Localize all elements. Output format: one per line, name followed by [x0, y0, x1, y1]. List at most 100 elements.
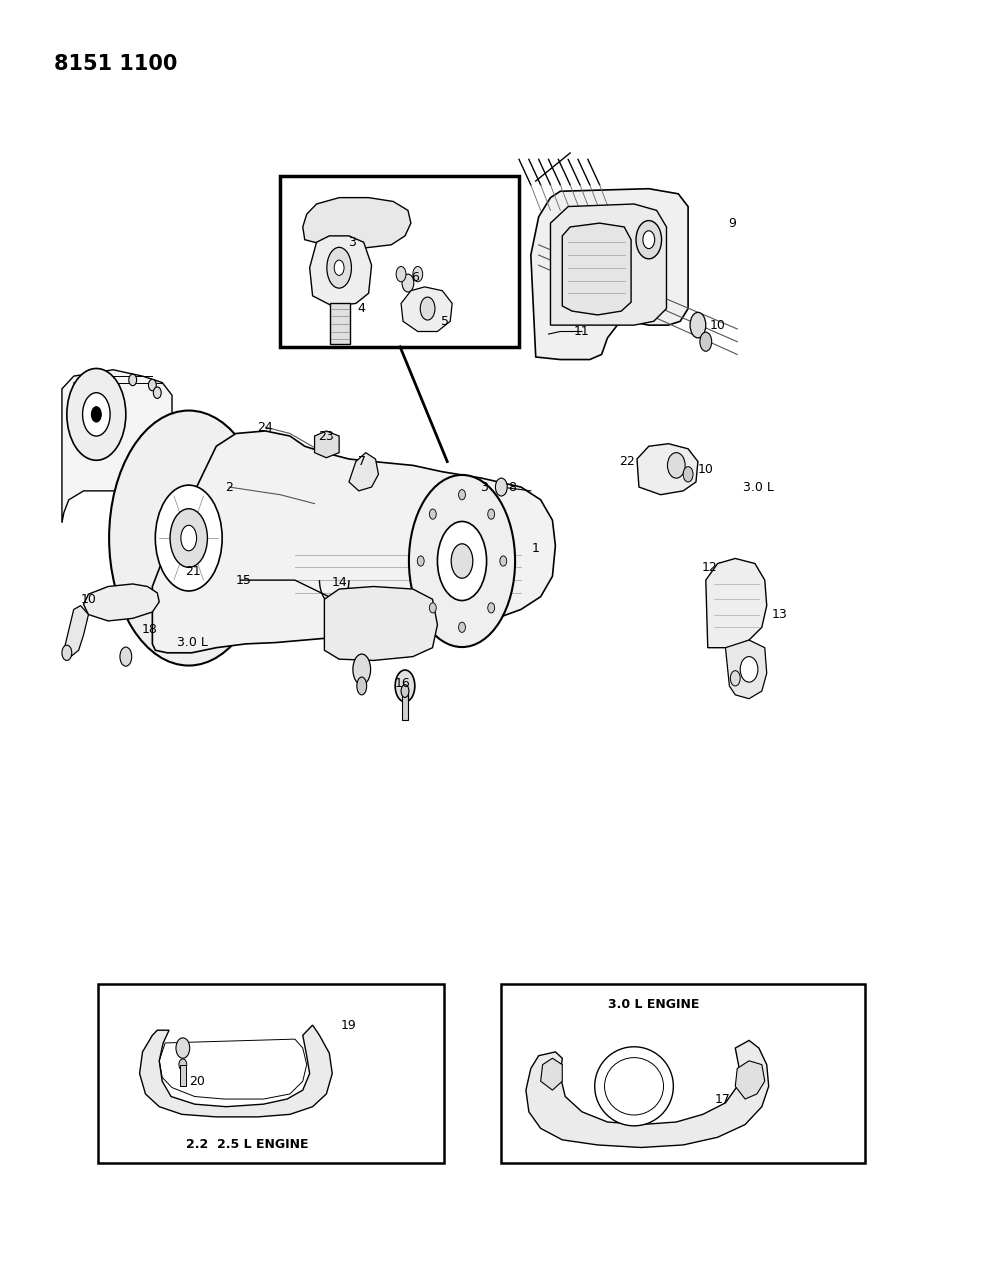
Ellipse shape	[409, 474, 515, 646]
Ellipse shape	[417, 556, 424, 566]
Text: 14: 14	[331, 576, 347, 589]
Text: 3.0 L: 3.0 L	[177, 636, 208, 649]
Text: 8: 8	[508, 481, 516, 493]
Text: 20: 20	[189, 1075, 204, 1088]
Text: 3.0 L ENGINE: 3.0 L ENGINE	[608, 998, 699, 1011]
Text: 15: 15	[236, 574, 252, 586]
Text: 3.0 L: 3.0 L	[743, 481, 775, 493]
Text: 12: 12	[702, 561, 718, 574]
Polygon shape	[64, 606, 88, 657]
Polygon shape	[531, 189, 688, 360]
Ellipse shape	[421, 297, 434, 320]
Text: 4: 4	[358, 302, 366, 315]
Polygon shape	[140, 1025, 332, 1117]
Polygon shape	[152, 431, 555, 653]
Polygon shape	[324, 586, 437, 660]
Text: 18: 18	[142, 623, 157, 636]
Ellipse shape	[357, 677, 367, 695]
Text: 9: 9	[728, 217, 736, 230]
Ellipse shape	[402, 274, 414, 292]
Ellipse shape	[353, 654, 371, 685]
Polygon shape	[349, 453, 378, 491]
Bar	[280, 176, 519, 347]
Text: 2.2  2.5 L ENGINE: 2.2 2.5 L ENGINE	[187, 1139, 309, 1151]
Ellipse shape	[740, 657, 758, 682]
Ellipse shape	[499, 556, 507, 566]
Ellipse shape	[176, 1038, 190, 1058]
Ellipse shape	[643, 231, 655, 249]
Polygon shape	[62, 370, 172, 523]
Ellipse shape	[495, 478, 507, 496]
Ellipse shape	[690, 312, 706, 338]
Bar	[501, 984, 865, 1163]
Ellipse shape	[730, 671, 740, 686]
Ellipse shape	[67, 368, 126, 460]
Text: 22: 22	[619, 455, 635, 468]
Polygon shape	[310, 236, 372, 306]
Polygon shape	[735, 1061, 765, 1099]
Ellipse shape	[181, 525, 197, 551]
Text: 10: 10	[81, 593, 96, 606]
Ellipse shape	[458, 622, 466, 632]
Ellipse shape	[120, 648, 132, 666]
Ellipse shape	[636, 221, 662, 259]
Text: 19: 19	[341, 1019, 357, 1031]
Polygon shape	[706, 558, 767, 648]
Ellipse shape	[458, 490, 466, 500]
Text: 3: 3	[348, 236, 356, 249]
Ellipse shape	[430, 509, 436, 519]
Ellipse shape	[396, 266, 406, 282]
Ellipse shape	[488, 509, 494, 519]
Ellipse shape	[179, 1058, 187, 1071]
Polygon shape	[725, 640, 767, 699]
Ellipse shape	[700, 333, 712, 352]
Ellipse shape	[326, 247, 352, 288]
Polygon shape	[401, 287, 452, 332]
Ellipse shape	[401, 685, 409, 697]
Polygon shape	[562, 223, 631, 315]
Ellipse shape	[155, 484, 222, 592]
Polygon shape	[84, 584, 159, 621]
Text: 24: 24	[258, 421, 273, 434]
Polygon shape	[637, 444, 698, 495]
Ellipse shape	[109, 411, 268, 666]
Ellipse shape	[437, 521, 487, 601]
Ellipse shape	[83, 393, 110, 436]
Text: 6: 6	[411, 272, 419, 284]
Ellipse shape	[148, 380, 156, 390]
Text: 7: 7	[358, 455, 366, 468]
Polygon shape	[541, 1058, 562, 1090]
Text: 17: 17	[715, 1093, 730, 1105]
Bar	[402, 688, 408, 720]
Polygon shape	[550, 204, 666, 325]
Text: 11: 11	[574, 325, 590, 338]
Text: 16: 16	[395, 677, 411, 690]
Ellipse shape	[153, 388, 161, 398]
Polygon shape	[303, 198, 411, 249]
Bar	[98, 984, 444, 1163]
Text: 10: 10	[710, 319, 725, 332]
Ellipse shape	[683, 467, 693, 482]
Ellipse shape	[395, 671, 415, 701]
Text: 10: 10	[698, 463, 714, 476]
Text: 3: 3	[480, 481, 488, 493]
Text: 1: 1	[532, 542, 540, 555]
Text: 5: 5	[441, 315, 449, 328]
Ellipse shape	[413, 266, 423, 282]
Text: 8151 1100: 8151 1100	[54, 54, 178, 74]
Ellipse shape	[488, 603, 494, 613]
Bar	[180, 1065, 186, 1086]
Polygon shape	[526, 1040, 769, 1148]
Text: 23: 23	[318, 430, 334, 442]
Ellipse shape	[451, 543, 473, 578]
Bar	[330, 303, 350, 344]
Ellipse shape	[430, 603, 436, 613]
Ellipse shape	[91, 407, 101, 422]
Text: 2: 2	[225, 481, 233, 493]
Ellipse shape	[170, 509, 207, 567]
Text: 21: 21	[185, 565, 201, 578]
Ellipse shape	[334, 260, 344, 275]
Text: 13: 13	[772, 608, 787, 621]
Ellipse shape	[62, 645, 72, 660]
Polygon shape	[315, 431, 339, 458]
